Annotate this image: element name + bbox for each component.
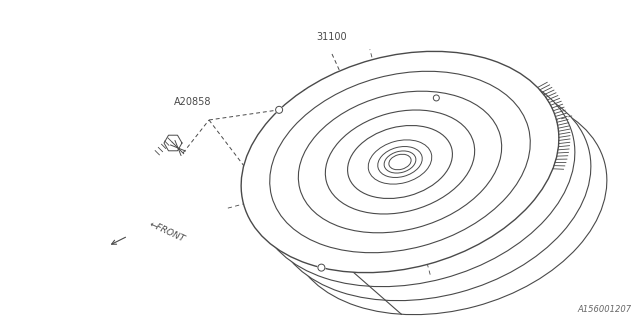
Ellipse shape	[269, 71, 531, 253]
Ellipse shape	[389, 154, 411, 170]
Ellipse shape	[298, 91, 502, 233]
Ellipse shape	[273, 79, 591, 301]
Circle shape	[318, 264, 325, 271]
Ellipse shape	[241, 51, 559, 273]
Ellipse shape	[257, 65, 575, 287]
Ellipse shape	[384, 151, 416, 173]
Circle shape	[276, 106, 283, 113]
Text: ←FRONT: ←FRONT	[148, 220, 186, 244]
Text: 31100: 31100	[317, 32, 348, 42]
Circle shape	[433, 95, 439, 101]
Text: A20858: A20858	[174, 97, 211, 107]
Ellipse shape	[378, 147, 422, 178]
Ellipse shape	[348, 125, 452, 198]
Ellipse shape	[289, 93, 607, 315]
Ellipse shape	[368, 140, 432, 184]
Text: A156001207: A156001207	[578, 305, 632, 314]
Polygon shape	[164, 135, 182, 151]
Ellipse shape	[325, 110, 475, 214]
